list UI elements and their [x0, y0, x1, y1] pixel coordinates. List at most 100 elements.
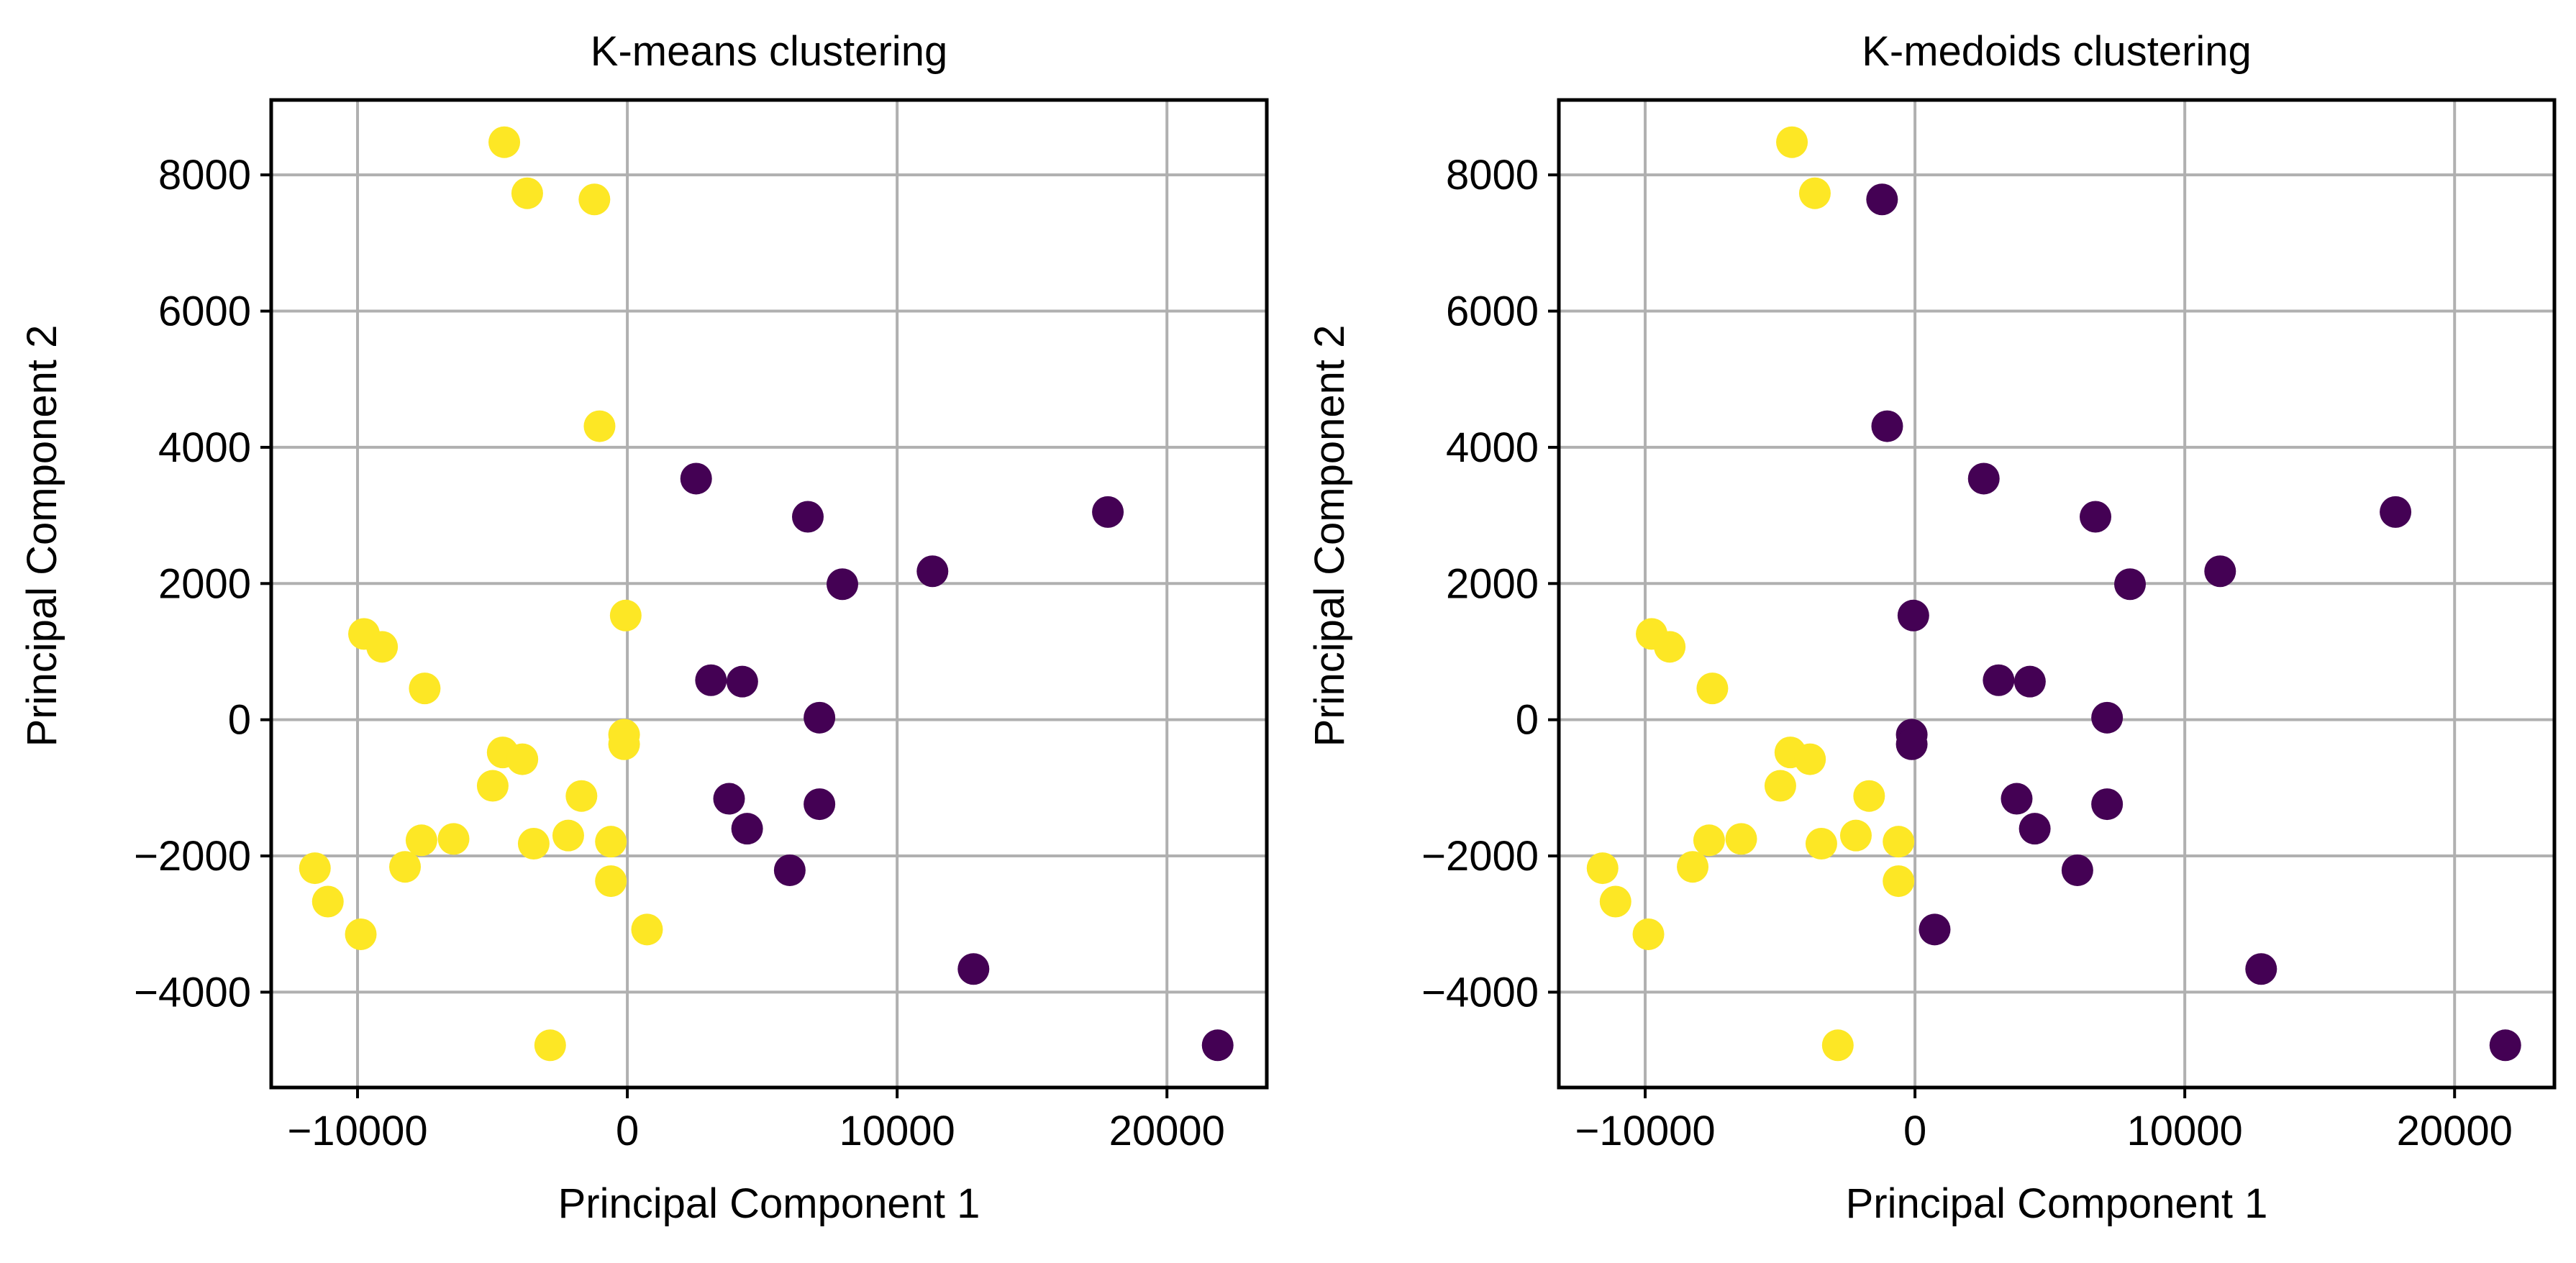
- data-point: [2019, 813, 2051, 845]
- data-point: [631, 913, 663, 946]
- x-tick-label: −10000: [287, 1108, 427, 1154]
- data-point: [1599, 885, 1631, 918]
- y-axis-label: Principal Component 2: [1306, 324, 1353, 747]
- y-tick-label: 4000: [158, 424, 251, 471]
- data-point: [565, 780, 598, 812]
- y-tick-label: 2000: [1446, 560, 1539, 607]
- x-tick-label: 20000: [1109, 1108, 1225, 1154]
- y-tick-label: −2000: [1421, 833, 1539, 880]
- data-point: [437, 823, 470, 855]
- data-point: [2114, 568, 2147, 601]
- data-point: [2061, 854, 2093, 886]
- y-tick-label: −4000: [134, 969, 251, 1016]
- data-point: [1798, 177, 1831, 209]
- data-point: [1677, 851, 1709, 883]
- data-point: [608, 728, 640, 760]
- data-point: [389, 851, 422, 883]
- data-point: [2013, 665, 2046, 698]
- data-point: [2245, 953, 2277, 985]
- data-point: [311, 885, 344, 918]
- kmeans-panel: K-means clustering −10000 0 10000 20000 −400…: [19, 28, 1269, 1227]
- data-point: [731, 813, 763, 845]
- y-tick-label: −4000: [1421, 969, 1539, 1016]
- scatter-series: [299, 126, 663, 1062]
- data-point: [1983, 664, 2015, 696]
- x-tick-label: −10000: [1575, 1108, 1715, 1154]
- x-tick-label: 10000: [2127, 1108, 2243, 1154]
- gridlines: [271, 100, 1267, 1088]
- data-point: [1883, 826, 1915, 858]
- data-point: [595, 865, 627, 898]
- data-point: [1693, 824, 1725, 857]
- y-tick-label: 2000: [158, 560, 251, 607]
- data-point: [1883, 865, 1915, 898]
- data-point: [2204, 555, 2236, 588]
- data-point: [511, 177, 543, 209]
- data-point: [409, 672, 441, 705]
- axes-frame: [269, 98, 1269, 1090]
- y-tick-label: 8000: [1446, 152, 1539, 199]
- data-point: [299, 852, 331, 885]
- data-point: [827, 568, 859, 601]
- data-point: [792, 501, 824, 533]
- data-point: [405, 824, 437, 857]
- scatter-series: [680, 462, 1234, 1062]
- y-tick-label: 4000: [1446, 424, 1539, 471]
- data-point: [957, 953, 990, 985]
- data-point: [1794, 743, 1826, 775]
- data-point: [366, 631, 399, 663]
- data-point: [506, 743, 539, 775]
- x-axis-label: Principal Component 1: [557, 1180, 980, 1227]
- data-point: [1839, 819, 1872, 852]
- data-point: [1725, 823, 1757, 855]
- data-point: [695, 664, 727, 696]
- data-point: [609, 599, 642, 632]
- data-point: [2091, 701, 2124, 734]
- x-tick-label: 0: [1903, 1108, 1926, 1154]
- x-axis-label: Principal Component 1: [1845, 1180, 2268, 1227]
- data-point: [1201, 1029, 1234, 1062]
- data-point: [726, 665, 758, 698]
- data-point: [1092, 496, 1124, 528]
- x-tick-label: 0: [616, 1108, 639, 1154]
- data-point: [916, 555, 949, 588]
- data-point: [534, 1029, 566, 1062]
- y-tick-label: −2000: [134, 833, 251, 880]
- data-point: [804, 788, 836, 821]
- data-point: [1821, 1029, 1854, 1062]
- data-point: [2091, 788, 2124, 821]
- axes-frame: [1557, 98, 2557, 1090]
- data-point: [476, 770, 509, 802]
- y-tick-label: 6000: [1446, 288, 1539, 335]
- y-tick-label: 6000: [158, 288, 251, 335]
- data-point: [1871, 410, 1903, 442]
- data-point: [1764, 770, 1796, 802]
- data-point: [1895, 728, 1928, 760]
- plot-area: −10000 0 10000 20000 −4000 −2000 0 2000 4000 6000…: [134, 98, 1269, 1154]
- data-point: [345, 918, 377, 950]
- data-point: [2489, 1029, 2521, 1062]
- gridlines: [1559, 100, 2554, 1088]
- data-point: [1967, 462, 2000, 495]
- x-tick-label: 20000: [2397, 1108, 2513, 1154]
- data-point: [1805, 828, 1837, 860]
- data-point: [488, 126, 521, 158]
- data-point: [1866, 183, 1898, 216]
- y-axis-label: Principal Component 2: [19, 324, 65, 747]
- data-point: [680, 462, 712, 495]
- data-point: [595, 826, 627, 858]
- kmedoids-panel: K-medoids clustering −10000 0 10000 20000 −4…: [1288, 0, 2575, 1263]
- data-point: [1919, 913, 1951, 946]
- data-point: [773, 854, 806, 886]
- x-tick-label: 10000: [839, 1108, 955, 1154]
- y-tick-label: 8000: [158, 152, 251, 199]
- scatter-series: [1866, 183, 2521, 1062]
- data-point: [1776, 126, 1808, 158]
- chart-title: K-medoids clustering: [1862, 28, 2252, 75]
- data-point: [1853, 780, 1885, 812]
- data-point: [1632, 918, 1665, 950]
- data-point: [552, 819, 584, 852]
- chart-title: K-means clustering: [590, 28, 948, 75]
- data-point: [2080, 501, 2112, 533]
- data-point: [1696, 672, 1729, 705]
